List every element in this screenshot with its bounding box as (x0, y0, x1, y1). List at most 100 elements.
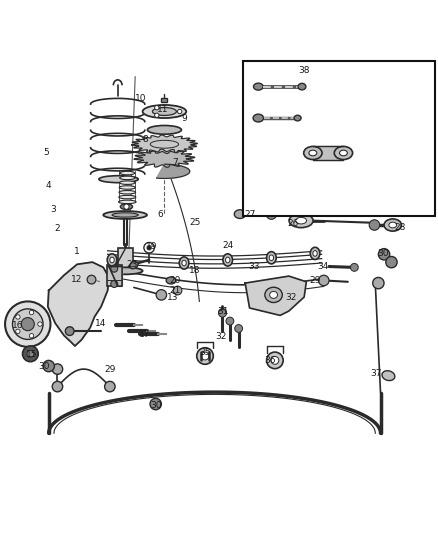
Circle shape (5, 302, 50, 347)
Ellipse shape (148, 125, 181, 134)
Text: 28: 28 (395, 223, 406, 232)
Ellipse shape (294, 115, 301, 121)
Polygon shape (131, 135, 198, 154)
Circle shape (219, 309, 226, 317)
Circle shape (378, 248, 390, 260)
Circle shape (373, 277, 384, 289)
Ellipse shape (112, 213, 138, 217)
Ellipse shape (120, 171, 135, 175)
Text: 36: 36 (265, 356, 276, 365)
Ellipse shape (107, 254, 117, 266)
Text: 14: 14 (95, 319, 107, 328)
Ellipse shape (334, 147, 353, 159)
Text: 26: 26 (287, 219, 299, 228)
Text: 37: 37 (371, 369, 382, 378)
Ellipse shape (201, 352, 209, 360)
Text: 19: 19 (145, 243, 157, 252)
Ellipse shape (103, 211, 147, 219)
Text: 38: 38 (298, 66, 310, 75)
Text: 7: 7 (173, 158, 178, 167)
Ellipse shape (234, 210, 246, 219)
Ellipse shape (384, 219, 402, 231)
Ellipse shape (120, 176, 135, 180)
Circle shape (52, 364, 63, 374)
Ellipse shape (119, 200, 136, 204)
Ellipse shape (269, 255, 274, 261)
Text: 30: 30 (150, 401, 162, 410)
Text: 10: 10 (134, 94, 146, 103)
Ellipse shape (166, 277, 176, 284)
Ellipse shape (197, 348, 213, 364)
Text: 16: 16 (12, 321, 24, 330)
Text: 34: 34 (317, 262, 328, 271)
Circle shape (124, 204, 129, 209)
Circle shape (29, 310, 34, 314)
Circle shape (156, 289, 166, 300)
Ellipse shape (223, 254, 233, 266)
Text: 4: 4 (46, 181, 52, 190)
Text: 20: 20 (170, 276, 181, 285)
Circle shape (219, 309, 226, 316)
Text: 29: 29 (309, 276, 321, 285)
Ellipse shape (289, 214, 313, 228)
Circle shape (12, 309, 43, 340)
Ellipse shape (309, 150, 317, 156)
Circle shape (22, 346, 38, 362)
Ellipse shape (130, 262, 138, 269)
Circle shape (111, 265, 118, 272)
Circle shape (266, 209, 277, 220)
Bar (161, 98, 167, 102)
Circle shape (21, 318, 34, 330)
Ellipse shape (389, 222, 397, 228)
Ellipse shape (270, 292, 278, 298)
Ellipse shape (152, 108, 177, 116)
Text: 6: 6 (157, 209, 163, 219)
Polygon shape (48, 262, 109, 346)
Ellipse shape (119, 195, 136, 199)
Circle shape (27, 350, 34, 357)
Circle shape (38, 322, 42, 326)
Circle shape (155, 106, 159, 110)
Text: 18: 18 (189, 266, 201, 276)
Circle shape (386, 256, 397, 268)
Circle shape (111, 280, 118, 287)
Ellipse shape (254, 83, 263, 90)
Ellipse shape (110, 257, 114, 263)
Ellipse shape (119, 185, 135, 189)
Text: 35: 35 (199, 349, 211, 358)
Text: 11: 11 (156, 105, 168, 114)
Text: 31: 31 (218, 306, 229, 316)
Ellipse shape (339, 150, 347, 156)
Circle shape (350, 263, 358, 271)
Circle shape (318, 275, 329, 286)
Polygon shape (109, 266, 122, 286)
Text: 33: 33 (248, 262, 260, 271)
Ellipse shape (179, 257, 189, 269)
Circle shape (52, 381, 63, 392)
Ellipse shape (296, 217, 307, 224)
Text: 17: 17 (139, 330, 151, 338)
Ellipse shape (99, 176, 138, 183)
Ellipse shape (143, 105, 186, 118)
Circle shape (173, 286, 182, 295)
Ellipse shape (313, 251, 317, 256)
Bar (107, 265, 122, 286)
Text: 32: 32 (215, 332, 227, 341)
Text: 23: 23 (126, 260, 138, 269)
Ellipse shape (267, 252, 276, 264)
Circle shape (16, 315, 20, 319)
Ellipse shape (304, 147, 322, 159)
Text: 25: 25 (189, 219, 201, 228)
Circle shape (16, 329, 20, 334)
Text: 2: 2 (55, 223, 60, 232)
Text: 30: 30 (377, 249, 389, 258)
Polygon shape (157, 164, 190, 179)
Bar (243, 61, 435, 216)
Text: 24: 24 (222, 241, 233, 250)
Ellipse shape (310, 247, 320, 260)
Circle shape (144, 243, 154, 253)
Ellipse shape (265, 287, 283, 303)
Text: 32: 32 (285, 293, 297, 302)
Polygon shape (245, 276, 306, 316)
Circle shape (29, 334, 34, 338)
